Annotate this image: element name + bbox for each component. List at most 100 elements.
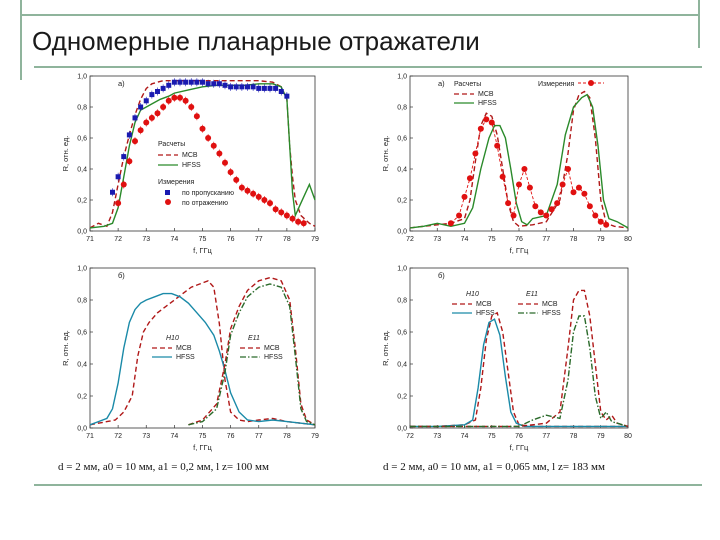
x-tick-label: 72 [114, 433, 122, 440]
x-tick-label: 76 [515, 236, 523, 243]
x-tick-label: 80 [624, 433, 632, 440]
series-line-mcb [188, 276, 316, 426]
data-point-circle [188, 104, 195, 110]
x-tick-label: 78 [283, 236, 291, 243]
legend-hfss-label: HFSS [182, 162, 201, 169]
y-axis-label: R, отн. ед. [61, 330, 70, 366]
series-line-hfss [410, 318, 628, 428]
slide-frame-right [698, 0, 700, 48]
data-point-circle [233, 176, 240, 183]
data-point-circle [559, 181, 566, 188]
x-tick-label: 80 [624, 236, 632, 243]
x-tick-label: 77 [542, 433, 550, 440]
title-rule [34, 66, 702, 68]
x-axis-label: f, ГГц [510, 443, 529, 452]
data-point-circle [267, 200, 273, 207]
data-point-square [171, 79, 177, 85]
data-point-circle [537, 209, 544, 216]
data-point-square [160, 85, 166, 91]
data-point-square [166, 82, 172, 88]
legend-refl-marker [165, 199, 171, 205]
data-point-circle [115, 200, 122, 207]
legend-e11-title: E11 [526, 291, 538, 298]
data-point-square [261, 85, 267, 91]
x-tick-label: 73 [142, 433, 150, 440]
bottom-rule [34, 484, 702, 486]
x-tick-label: 72 [114, 236, 122, 243]
data-point-circle [148, 114, 155, 121]
data-point-circle [592, 212, 599, 219]
panel-label: б) [438, 271, 445, 280]
y-tick-label: 0,2 [397, 394, 407, 401]
x-tick-label: 79 [311, 433, 319, 440]
data-point-square [194, 79, 200, 85]
data-point-circle [494, 142, 501, 149]
series-line-hfss [188, 283, 316, 426]
data-point-circle [244, 187, 251, 194]
data-point-circle [554, 200, 561, 207]
data-point-square [155, 89, 160, 94]
legend-trans-label: по пропусканию [182, 190, 234, 197]
data-point-square [149, 92, 155, 98]
legend-calc-title: Расчеты [158, 141, 185, 148]
y-tick-label: 0,6 [397, 136, 407, 143]
x-tick-label: 75 [488, 236, 496, 243]
legend-h10-title: H10 [466, 291, 479, 298]
data-point-circle [126, 158, 133, 165]
y-axis-label: R, отн. ед. [381, 136, 390, 172]
data-point-circle [261, 197, 268, 203]
legend-h10-title: H10 [166, 335, 179, 342]
data-point-circle [447, 220, 454, 227]
x-tick-label: 78 [570, 236, 578, 243]
data-point-square [256, 85, 262, 91]
data-point-circle [160, 104, 167, 110]
data-point-circle [516, 181, 522, 188]
chart-panel-br: 72 73 74 75 76 77 78 79 80 0,0 0,2 0,4 0,6 0,8 1,0 f, Г… [381, 266, 632, 453]
data-point-circle [120, 181, 127, 188]
panel-label: б) [118, 271, 125, 280]
legend-e11-title: E11 [248, 335, 260, 342]
x-tick-label: 76 [227, 236, 235, 243]
data-point-square [188, 79, 194, 85]
data-point-circle [505, 200, 512, 207]
x-tick-label: 79 [597, 236, 605, 243]
data-point-square [228, 84, 234, 90]
chart-panel-tl: 71 72 73 74 75 76 77 78 79 0,0 0,2 0,4 0,6 0,8 1,0 f, Г… [61, 74, 319, 256]
series-line-hfss [409, 93, 629, 229]
data-point-circle [216, 150, 223, 157]
series-line-hfss [410, 315, 629, 428]
y-tick-label: 1,0 [77, 74, 87, 81]
x-tick-label: 78 [570, 433, 578, 440]
data-point-square [250, 84, 256, 90]
data-point-square [211, 81, 217, 87]
data-point-circle [461, 193, 468, 200]
data-point-square [110, 189, 115, 195]
plot-frame [409, 267, 629, 429]
data-point-circle [477, 125, 484, 132]
y-tick-label: 0,8 [397, 105, 407, 112]
data-point-circle [289, 215, 296, 222]
legend-e11-hfss-label: HFSS [264, 354, 283, 361]
data-point-circle [603, 221, 610, 228]
y-tick-label: 0,0 [397, 229, 407, 236]
x-tick-label: 77 [542, 236, 550, 243]
x-tick-label: 79 [311, 236, 319, 243]
data-point-circle [548, 206, 555, 213]
data-point-circle [171, 94, 178, 101]
plot-frame [409, 75, 629, 232]
x-tick-label: 74 [170, 236, 178, 243]
data-point-square [267, 85, 273, 91]
x-tick-label: 73 [433, 433, 441, 440]
y-tick-label: 0,4 [77, 167, 87, 174]
data-point-circle [227, 169, 234, 176]
series-line-mcb [89, 279, 316, 426]
data-point-circle [300, 220, 307, 227]
data-point-square [245, 84, 250, 90]
x-tick-label: 74 [461, 433, 469, 440]
panel-label: a) [118, 79, 125, 88]
y-tick-label: 0,2 [397, 198, 407, 205]
y-tick-label: 1,0 [397, 266, 407, 273]
data-point-square [205, 81, 211, 87]
x-tick-label: 71 [86, 236, 94, 243]
